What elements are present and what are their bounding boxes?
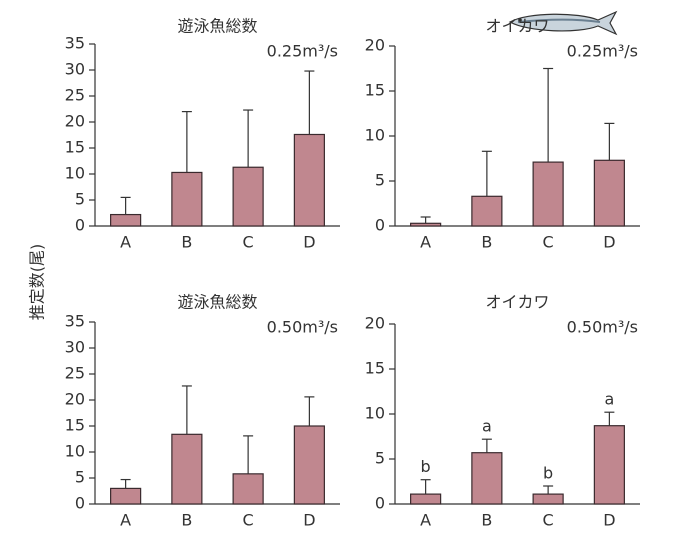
chart-title: オイカワ (485, 293, 549, 312)
y-tick-label: 15 (365, 81, 385, 100)
y-tick-label: 15 (65, 416, 85, 435)
x-tick-label: B (181, 511, 192, 530)
bar (172, 434, 202, 504)
x-tick-label: A (420, 511, 431, 530)
x-tick-label: C (243, 233, 254, 252)
y-tick-label: 25 (65, 364, 85, 383)
y-tick-label: 20 (65, 390, 85, 409)
x-tick-label: C (243, 511, 254, 530)
flow-rate: 0.50m³/s (267, 318, 338, 337)
y-tick-label: 5 (75, 190, 85, 209)
significance-label: b (421, 457, 431, 476)
y-tick-label: 0 (75, 494, 85, 513)
y-tick-label: 30 (65, 60, 85, 79)
significance-label: b (543, 464, 553, 483)
bar (411, 223, 441, 226)
x-tick-label: C (543, 233, 554, 252)
significance-label: a (482, 417, 492, 436)
chart-title: 遊泳魚総数 (177, 17, 257, 36)
y-tick-label: 5 (75, 468, 85, 487)
y-tick-label: 10 (65, 442, 85, 461)
flow-rate: 0.50m³/s (567, 318, 638, 337)
y-axis-label: 推定数(尾) (28, 244, 47, 321)
bar (472, 196, 502, 226)
y-tick-label: 25 (65, 86, 85, 105)
bar (411, 494, 441, 504)
chart-title: オイカワ (485, 17, 549, 36)
x-tick-label: B (481, 511, 492, 530)
bar (233, 167, 263, 226)
x-tick-label: B (481, 233, 492, 252)
flow-rate: 0.25m³/s (267, 42, 338, 61)
x-tick-label: D (603, 511, 615, 530)
chart-title: 遊泳魚総数 (177, 293, 257, 312)
bar (533, 162, 563, 226)
y-tick-label: 0 (375, 494, 385, 513)
y-tick-label: 10 (365, 126, 385, 145)
x-tick-label: B (181, 233, 192, 252)
bar (533, 494, 563, 504)
x-tick-label: A (120, 511, 131, 530)
x-tick-label: A (420, 233, 431, 252)
x-tick-label: C (543, 511, 554, 530)
y-tick-label: 10 (365, 404, 385, 423)
x-tick-label: D (603, 233, 615, 252)
bar (594, 160, 624, 226)
y-tick-label: 35 (65, 34, 85, 53)
y-tick-label: 15 (365, 359, 385, 378)
y-tick-label: 30 (65, 338, 85, 357)
y-tick-label: 0 (375, 216, 385, 235)
y-tick-label: 10 (65, 164, 85, 183)
y-tick-label: 5 (375, 171, 385, 190)
flow-rate: 0.25m³/s (567, 42, 638, 61)
bar (594, 426, 624, 504)
bar (172, 172, 202, 226)
x-tick-label: D (303, 233, 315, 252)
bar (111, 215, 141, 226)
bar (472, 453, 502, 504)
y-tick-label: 20 (365, 314, 385, 333)
bar (294, 426, 324, 504)
y-tick-label: 15 (65, 138, 85, 157)
y-tick-label: 20 (365, 36, 385, 55)
x-tick-label: D (303, 511, 315, 530)
significance-label: a (604, 390, 614, 409)
bar (294, 134, 324, 226)
x-tick-label: A (120, 233, 131, 252)
y-tick-label: 35 (65, 312, 85, 331)
bar (233, 474, 263, 504)
bar (111, 488, 141, 504)
y-tick-label: 0 (75, 216, 85, 235)
y-tick-label: 20 (65, 112, 85, 131)
figure: 推定数(尾) 遊泳魚総数 0.25m³/s 0 5 10 15 20 25 30 35 A B C D オイ… (0, 0, 678, 535)
y-tick-label: 5 (375, 449, 385, 468)
